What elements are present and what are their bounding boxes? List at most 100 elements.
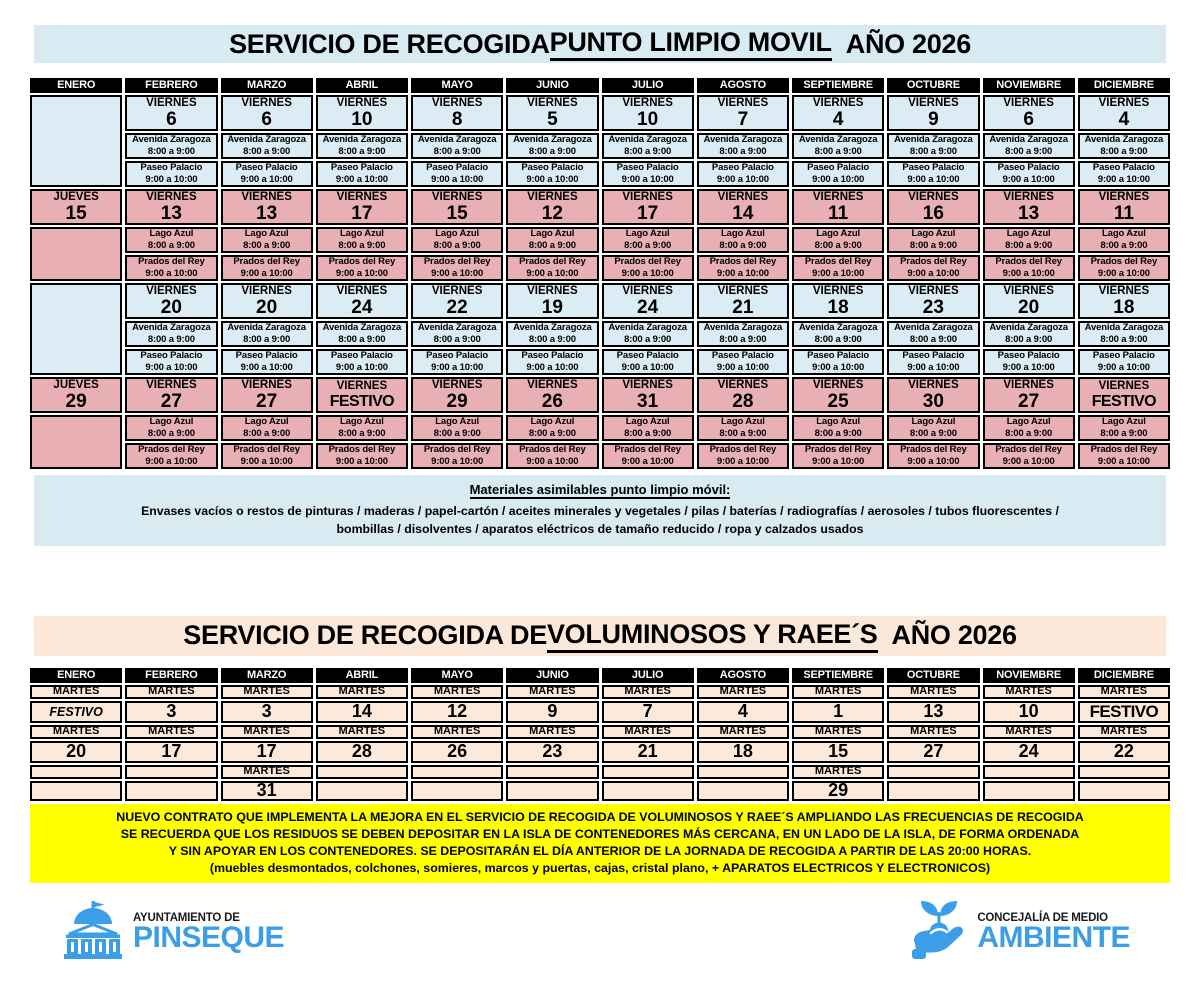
location-name: Lago Azul (911, 228, 956, 240)
location-cell: Lago Azul 8:00 a 9:00 (887, 415, 980, 441)
location-cell: Lago Azul 8:00 a 9:00 (315, 227, 408, 253)
location-cell: Lago Azul 8:00 a 9:00 (1077, 227, 1170, 253)
location-name: Prados del Rey (138, 256, 205, 268)
location-name: Prados del Rey (1090, 444, 1158, 456)
day-cell: VIERNES 14 (696, 189, 789, 225)
location-time: 9:00 a 10:00 (812, 362, 865, 373)
location-cell: Avenida Zaragoza 8:00 a 9:00 (601, 321, 694, 347)
day-number: 23 (922, 297, 944, 319)
location-time: 8:00 a 9:00 (338, 146, 386, 157)
day-name: VIERNES (241, 284, 292, 297)
day-cell: VIERNES 12 (506, 189, 599, 225)
day-number: 10 (351, 109, 373, 131)
location-name: Prados del Rey (138, 444, 205, 456)
martes-cell (982, 764, 1075, 779)
location-cell: Paseo Palacio 9:00 a 10:00 (601, 161, 694, 187)
day-name: VIERNES (146, 190, 197, 203)
day-name: VIERNES (241, 96, 292, 109)
date-cell (125, 780, 218, 801)
location-time: 9:00 a 10:00 (335, 362, 388, 373)
location-time: 9:00 a 10:00 (145, 268, 198, 279)
location-name: Lago Azul (1102, 228, 1146, 240)
martes-cell: MARTES (887, 684, 980, 699)
location-time: 8:00 a 9:00 (814, 240, 862, 251)
date-cell: 1 (792, 700, 885, 723)
month-column-enero: JUEVES 15 JUEVES 29 (30, 95, 123, 469)
location-time: 9:00 a 10:00 (907, 362, 960, 373)
martes-cell: MARTES (220, 764, 313, 779)
location-name: Lago Azul (816, 416, 860, 428)
day-cell: VIERNES 19 (506, 283, 599, 319)
day-cell: VIERNES 20 (982, 283, 1075, 319)
location-time: 9:00 a 10:00 (526, 268, 579, 279)
location-time: 8:00 a 9:00 (147, 428, 195, 439)
day-name: VIERNES (908, 378, 959, 391)
month-column-diciembre: MARTES FESTIVO MARTES 22 (1077, 684, 1170, 801)
location-name: Avenida Zaragoza (322, 322, 402, 334)
day-cell: VIERNES 27 (220, 377, 313, 413)
day-name: JUEVES (53, 378, 99, 391)
location-name: Paseo Palacio (330, 162, 393, 174)
martes-cell: MARTES (601, 724, 694, 739)
location-cell: Lago Azul 8:00 a 9:00 (506, 415, 599, 441)
location-name: Avenida Zaragoza (894, 322, 973, 334)
location-name: Avenida Zaragoza (322, 134, 402, 146)
location-cell: Lago Azul 8:00 a 9:00 (411, 415, 504, 441)
voluminosos-month-marzo: MARZO (220, 667, 313, 683)
punto-limpio-month-septiembre: SEPTIEMBRE (792, 78, 885, 93)
month-column-diciembre: VIERNES 4 Avenida Zaragoza 8:00 a 9:00 Paseo… (1077, 95, 1170, 469)
location-cell: Paseo Palacio 9:00 a 10:00 (315, 161, 408, 187)
location-cell: Paseo Palacio 9:00 a 10:00 (887, 161, 980, 187)
day-cell: VIERNES 25 (792, 377, 885, 413)
day-cell: VIERNES 15 (411, 189, 504, 225)
punto-limpio-month-febrero: FEBRERO (125, 78, 218, 93)
location-name: Paseo Palacio (616, 162, 679, 174)
martes-cell: MARTES (792, 684, 885, 699)
day-number: 31 (637, 391, 659, 413)
day-cell: VIERNES 24 (315, 283, 408, 319)
location-cell: Avenida Zaragoza 8:00 a 9:00 (125, 133, 218, 159)
location-cell: Prados del Rey 9:00 a 10:00 (125, 443, 218, 469)
location-time: 9:00 a 10:00 (1097, 174, 1150, 185)
location-cell: Lago Azul 8:00 a 9:00 (506, 227, 599, 253)
location-cell: Paseo Palacio 9:00 a 10:00 (506, 161, 599, 187)
flyer-page: SERVICIO DE RECOGIDA PUNTO LIMPIO MOVIL … (0, 25, 1200, 986)
location-time: 8:00 a 9:00 (814, 334, 862, 345)
day-name: VIERNES (812, 96, 864, 109)
location-time: 8:00 a 9:00 (624, 240, 672, 251)
location-cell: Paseo Palacio 9:00 a 10:00 (696, 161, 789, 187)
location-cell: Prados del Rey 9:00 a 10:00 (1077, 443, 1170, 469)
location-name: Lago Azul (530, 228, 575, 240)
location-time: 9:00 a 10:00 (1002, 268, 1055, 279)
location-time: 9:00 a 10:00 (1097, 268, 1150, 279)
day-cell: VIERNES 6 (982, 95, 1075, 131)
location-cell: Lago Azul 8:00 a 9:00 (696, 227, 789, 253)
day-name: VIERNES (431, 96, 483, 109)
location-cell: Prados del Rey 9:00 a 10:00 (696, 443, 789, 469)
day-cell: VIERNES 7 (696, 95, 789, 131)
day-cell: VIERNES 20 (220, 283, 313, 319)
day-cell: VIERNES 6 (220, 95, 313, 131)
month-column-marzo: MARTES 3 MARTES 17 MARTES 31 (220, 684, 313, 801)
location-cell: Prados del Rey 9:00 a 10:00 (315, 443, 408, 469)
month-column-abril: VIERNES 10 Avenida Zaragoza 8:00 a 9:00 Pase… (315, 95, 408, 469)
day-name: VIERNES (1098, 96, 1150, 109)
location-cell: Prados del Rey 9:00 a 10:00 (1077, 255, 1170, 281)
day-cell: VIERNES 27 (982, 377, 1075, 413)
location-time: 8:00 a 9:00 (338, 240, 386, 251)
day-cell: VIERNES 13 (982, 189, 1075, 225)
day-number: 30 (922, 391, 944, 413)
location-cell: Avenida Zaragoza 8:00 a 9:00 (220, 133, 313, 159)
location-cell: Avenida Zaragoza 8:00 a 9:00 (411, 133, 504, 159)
location-cell: Avenida Zaragoza 8:00 a 9:00 (315, 321, 408, 347)
location-cell: Prados del Rey 9:00 a 10:00 (506, 443, 599, 469)
day-name: VIERNES (1003, 378, 1054, 391)
voluminosos-month-diciembre: DICIEMBRE (1077, 667, 1170, 683)
location-name: Paseo Palacio (521, 162, 584, 174)
martes-cell (125, 764, 218, 779)
location-cell: Lago Azul 8:00 a 9:00 (601, 415, 694, 441)
day-name: VIERNES (146, 96, 197, 109)
location-name: Paseo Palacio (997, 162, 1060, 174)
martes-cell: MARTES (506, 724, 599, 739)
location-cell: Prados del Rey 9:00 a 10:00 (982, 255, 1075, 281)
